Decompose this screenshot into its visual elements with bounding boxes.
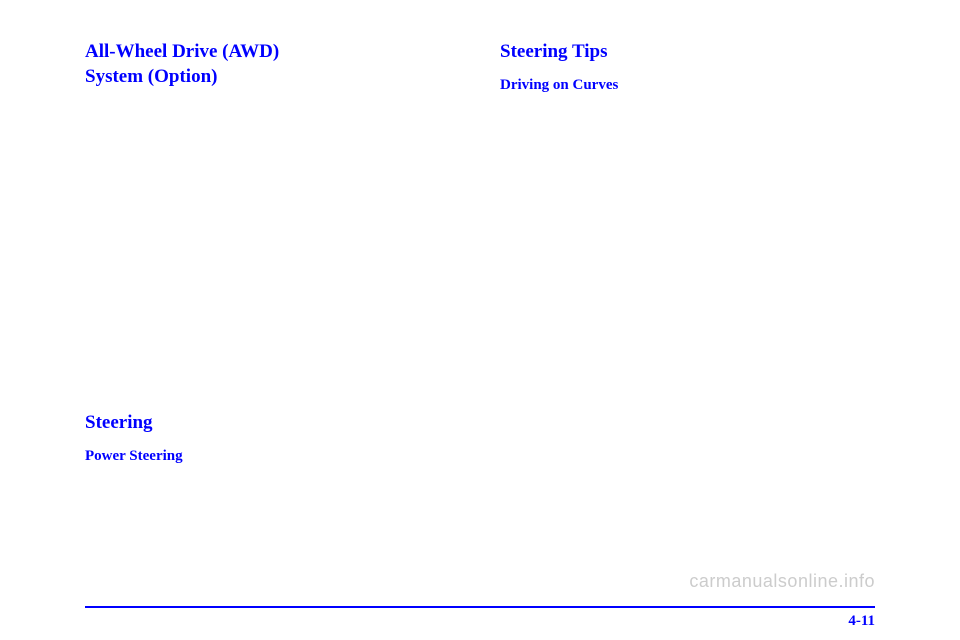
awd-heading: All-Wheel Drive (AWD) System (Option)	[85, 40, 460, 89]
right-column: Steering Tips Driving on Curves	[500, 40, 875, 475]
footer-divider	[85, 606, 875, 608]
content-spacer	[85, 101, 460, 411]
steering-tips-heading: Steering Tips	[500, 40, 875, 65]
two-column-layout: All-Wheel Drive (AWD) System (Option) St…	[85, 40, 875, 475]
page-number: 4-11	[848, 613, 875, 630]
left-column: All-Wheel Drive (AWD) System (Option) St…	[85, 40, 460, 475]
steering-heading: Steering	[85, 411, 460, 436]
driving-curves-subheading: Driving on Curves	[500, 77, 875, 94]
power-steering-subheading: Power Steering	[85, 448, 460, 465]
awd-heading-line2: System (Option)	[85, 66, 217, 87]
watermark-text: carmanualsonline.info	[689, 571, 875, 592]
awd-heading-line1: All-Wheel Drive (AWD)	[85, 41, 279, 62]
